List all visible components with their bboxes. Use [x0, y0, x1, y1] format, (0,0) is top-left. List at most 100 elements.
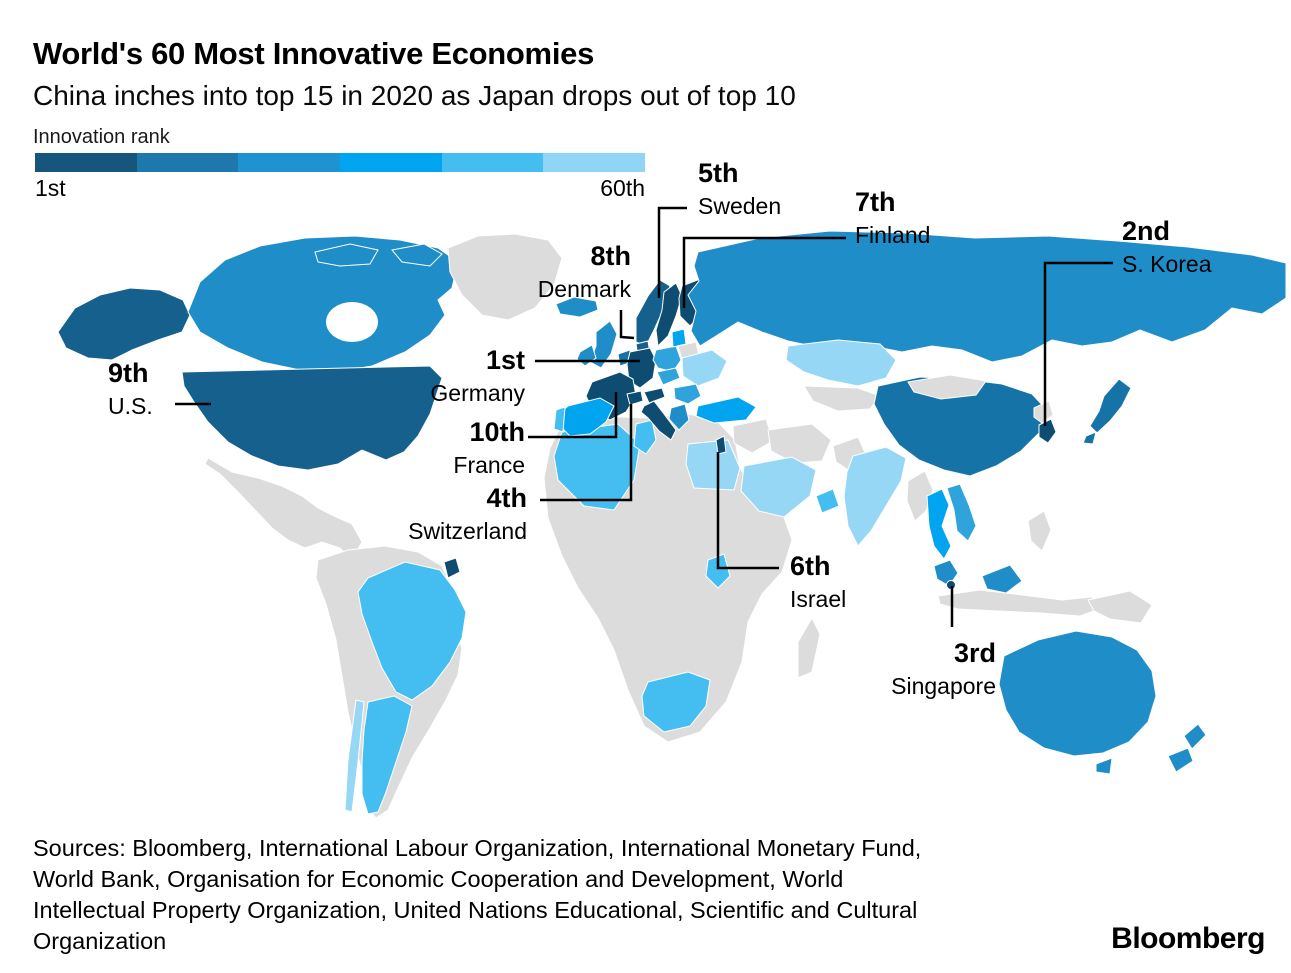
annotation-country: France: [453, 452, 525, 478]
leader-line-skorea: [1043, 261, 1113, 426]
country-greece: [668, 403, 690, 431]
country-vietnam: [946, 483, 977, 542]
country-madagascar: [797, 616, 821, 679]
annotation-israel: 6th Israel: [790, 553, 846, 611]
country-switzerland: [626, 390, 644, 406]
annotation-switzerland: 4th Switzerland: [408, 485, 527, 543]
hudson-bay: [326, 302, 378, 342]
country-uae-oman: [815, 488, 840, 514]
country-poland: [652, 345, 682, 373]
annotation-rank: 6th: [790, 551, 831, 581]
country-india: [843, 446, 907, 547]
annotation-country: U.S.: [108, 393, 153, 419]
country-north-korea: [1033, 400, 1054, 424]
legend-label: Innovation rank: [33, 126, 170, 148]
sources-line: Sources: Bloomberg, International Labour…: [33, 835, 922, 861]
annotation-sweden: 5th Sweden: [698, 160, 781, 218]
annotation-rank: 9th: [108, 358, 149, 388]
annotation-rank: 3rd: [953, 638, 996, 668]
country-saudi-arabia: [740, 456, 817, 518]
country-germany: [626, 347, 657, 389]
sources-line: World Bank, Organisation for Economic Co…: [33, 866, 844, 892]
country-italy: [640, 400, 677, 441]
annotation-rank: 2nd: [1122, 216, 1171, 246]
annotation-rank: 5th: [698, 158, 739, 188]
country-papua: [1087, 590, 1153, 624]
leader-line-finland: [682, 236, 846, 308]
country-iraq-syria: [732, 418, 774, 454]
country-kazakhstan: [785, 339, 897, 387]
annotation-us: 9th U.S.: [108, 360, 153, 418]
country-japan: [1082, 378, 1132, 445]
country-argentina: [361, 695, 413, 815]
legend-swatch: [136, 153, 239, 172]
legend-swatch: [238, 153, 341, 172]
sources-line: Organization: [33, 928, 167, 954]
annotation-country: Germany: [430, 380, 525, 406]
annotation-country: Israel: [790, 586, 847, 612]
annotation-rank: 8th: [590, 241, 632, 271]
annotation-germany: 1st Germany: [430, 347, 525, 405]
annotation-rank: 7th: [855, 187, 896, 217]
country-iran: [767, 423, 832, 464]
country-czech-slovakia: [656, 367, 681, 386]
country-romania: [673, 383, 702, 405]
country-us: [181, 365, 443, 471]
sources-text: Sources: Bloomberg, International Labour…: [33, 833, 1108, 957]
page-title: World's 60 Most Innovative Economies: [33, 36, 595, 71]
legend-scale: 1st 60th: [35, 175, 645, 202]
country-new-zealand: [1167, 723, 1207, 773]
annotation-rank: 1st: [485, 345, 525, 375]
country-tunisia: [633, 419, 657, 455]
annotation-country: Sweden: [698, 193, 782, 219]
country-alaska: [57, 287, 191, 361]
country-myanmar: [906, 470, 934, 522]
country-sweden: [655, 282, 683, 348]
country-russia: [687, 230, 1287, 363]
legend-swatch: [35, 153, 137, 172]
leader-line-switzerland: [540, 404, 633, 502]
annotation-country: Singapore: [891, 673, 996, 699]
annotation-rank: 4th: [486, 483, 528, 513]
legend-swatch: [340, 153, 442, 172]
annotation-country: S. Korea: [1122, 251, 1212, 277]
country-indonesia: [937, 589, 1103, 617]
country-central-asia: [803, 385, 881, 412]
leader-line-denmark: [619, 310, 635, 340]
country-austria: [643, 387, 666, 404]
legend-swatch: [543, 153, 646, 172]
leader-line-france: [528, 392, 618, 439]
country-thailand: [926, 488, 952, 560]
bloomberg-logo: Bloomberg: [1111, 922, 1265, 955]
country-greenland: [447, 233, 563, 321]
annotation-finland: 7th Finland: [855, 189, 930, 247]
country-mexico: [204, 457, 363, 561]
annotation-france: 10th France: [453, 419, 525, 477]
country-canada: [187, 235, 459, 373]
map-countries: [57, 230, 1287, 819]
page-subtitle: China inches into top 15 in 2020 as Japa…: [33, 80, 796, 111]
country-portugal: [553, 406, 566, 433]
annotation-rank: 10th: [469, 417, 525, 447]
annotation-country: Switzerland: [408, 518, 527, 544]
legend-min-label: 1st: [35, 175, 66, 201]
annotation-country: Denmark: [537, 276, 631, 302]
country-tasmania: [1095, 757, 1113, 775]
country-algeria: [553, 423, 641, 511]
country-turkey: [695, 396, 757, 424]
country-philippines: [1027, 510, 1052, 552]
sources-line: Intellectual Property Organization, Unit…: [33, 897, 918, 923]
country-french-guiana: [443, 557, 461, 579]
annotation-denmark: 8th Denmark: [538, 243, 631, 301]
legend-max-label: 60th: [600, 175, 645, 201]
country-australia: [998, 630, 1157, 757]
country-brazil: [357, 561, 467, 701]
country-mongolia: [907, 374, 987, 400]
annotation-skorea: 2nd S. Korea: [1122, 218, 1212, 276]
country-israel: [715, 435, 727, 455]
annotation-country: Finland: [855, 222, 931, 248]
country-south-africa: [641, 671, 711, 733]
country-chile: [344, 699, 365, 813]
annotation-singapore: 3rd Singapore: [891, 640, 996, 698]
